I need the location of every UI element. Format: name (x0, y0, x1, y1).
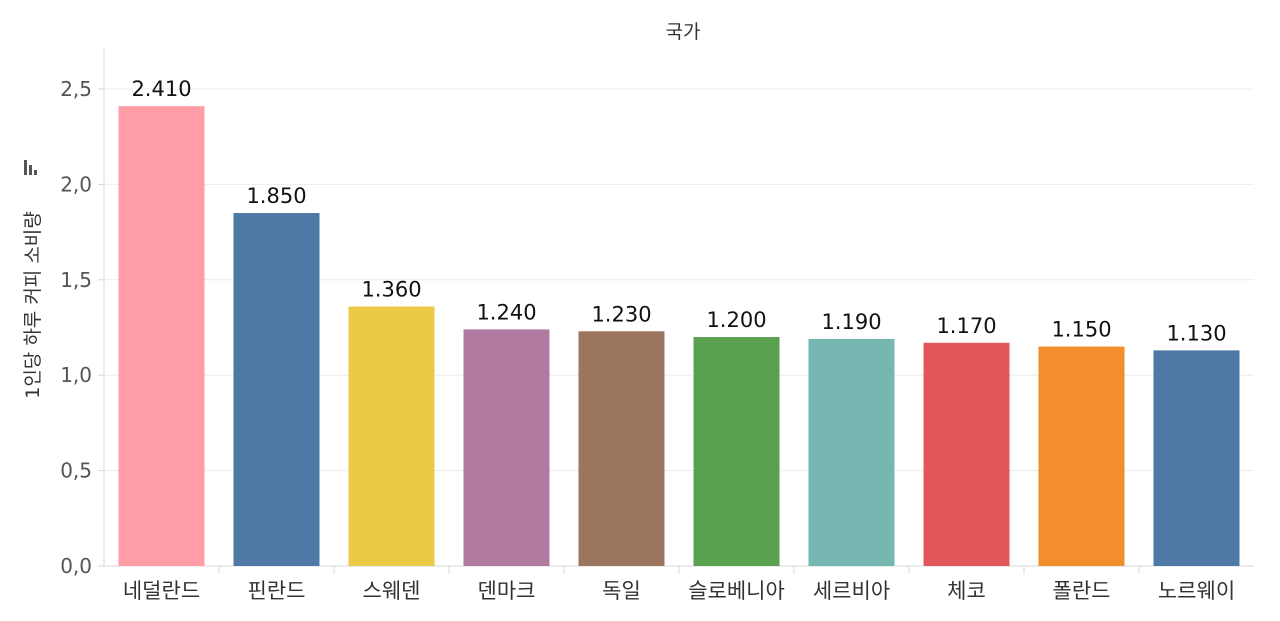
column-header-title: 국가 (666, 21, 701, 43)
y-tick-label: 1,5 (60, 268, 92, 292)
bar[interactable] (808, 338, 895, 566)
x-tick-label: 세르비아 (813, 579, 890, 603)
x-tick-label: 핀란드 (248, 579, 306, 603)
bar[interactable] (463, 329, 550, 566)
bar-value-label: 1.240 (476, 300, 536, 324)
bar[interactable] (233, 213, 320, 566)
bar-value-label: 1.360 (361, 278, 421, 302)
bar[interactable] (923, 342, 1010, 566)
y-tick-label: 2,0 (60, 172, 92, 196)
bar[interactable] (118, 106, 205, 566)
bar-value-label: 1.150 (1051, 318, 1111, 342)
bar[interactable] (348, 306, 435, 566)
bar[interactable] (578, 331, 665, 566)
x-tick-label: 슬로베니아 (688, 579, 785, 603)
x-tick-label: 폴란드 (1053, 579, 1111, 603)
bar-value-label: 2.410 (131, 77, 191, 101)
x-tick-label: 노르웨이 (1158, 579, 1235, 603)
x-tick-label: 네덜란드 (123, 579, 200, 603)
bar-value-label: 1.850 (246, 184, 306, 208)
x-tick-label: 독일 (602, 579, 641, 603)
x-tick-label: 덴마크 (478, 579, 536, 603)
y-tick-label: 0,5 (60, 459, 92, 483)
sort-descending-icon[interactable] (24, 160, 37, 175)
bar-value-label: 1.230 (591, 302, 651, 326)
y-tick-label: 1,0 (60, 363, 92, 387)
bar-value-label: 1.200 (706, 308, 766, 332)
bar[interactable] (1153, 350, 1240, 566)
bar-value-label: 1.190 (821, 310, 881, 334)
labels: 2.410 네덜란드 1.850 핀란드 1.360 스웨덴 1.240 덴마크 1.230 독일… (123, 77, 1235, 603)
y-axis-title: 1인당 하루 커피 소비량 (22, 211, 44, 399)
bar[interactable] (693, 337, 780, 566)
bar-value-label: 1.130 (1166, 321, 1226, 345)
x-tick-label: 스웨덴 (363, 579, 421, 603)
x-tick-label: 체코 (947, 579, 986, 603)
y-tick-label: 0,0 (60, 554, 92, 578)
y-tick-label: 2,5 (60, 77, 92, 101)
bar-value-label: 1.170 (936, 314, 996, 338)
bar[interactable] (1038, 346, 1125, 566)
bars (118, 106, 1240, 566)
